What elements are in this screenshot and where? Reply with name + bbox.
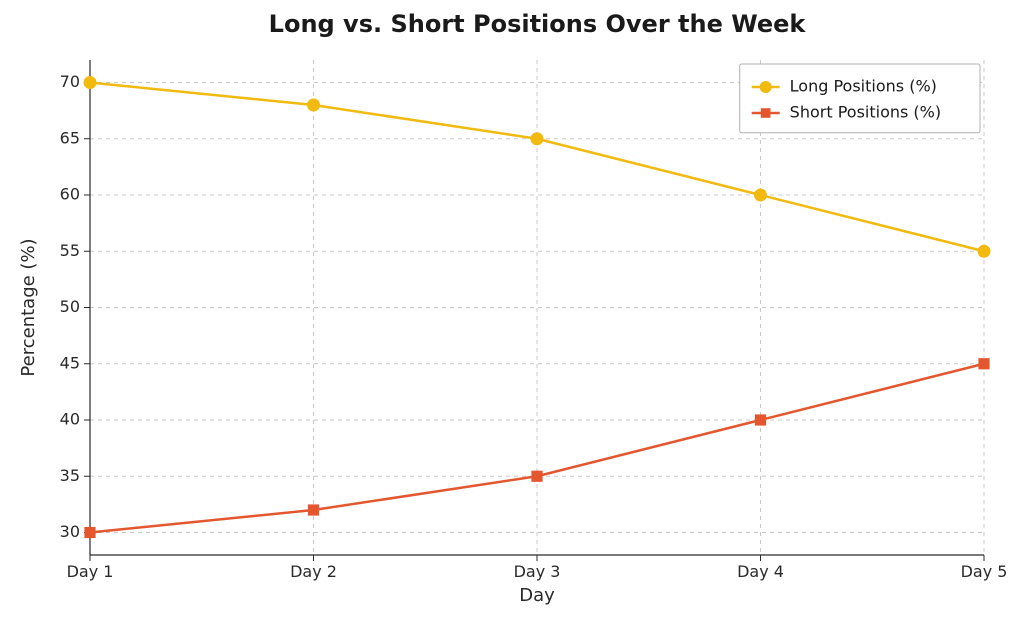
y-axis-label: Percentage (%) [18, 238, 39, 376]
legend-label: Short Positions (%) [790, 103, 941, 122]
legend-label: Long Positions (%) [790, 77, 937, 96]
y-tick-label: 45 [60, 353, 80, 372]
series-marker [84, 77, 96, 89]
y-tick-label: 40 [60, 410, 80, 429]
chart-container: 30 35 40 45 50 55 60 65 70 Day 1 Day 2 Day 3 Day 4 Da… [0, 0, 1024, 635]
series-marker [532, 471, 542, 481]
series-marker [531, 133, 543, 145]
series-marker [308, 505, 318, 515]
y-tick-label: 60 [60, 185, 80, 204]
x-tick-label: Day 5 [961, 562, 1008, 581]
chart-title: Long vs. Short Positions Over the Week [269, 10, 807, 38]
legend-box [740, 64, 980, 133]
x-axis-label: Day [519, 585, 555, 606]
line-chart: 30 35 40 45 50 55 60 65 70 Day 1 Day 2 Day 3 Day 4 Da… [0, 0, 1024, 635]
y-tick-label: 55 [60, 241, 80, 260]
series-marker [755, 415, 765, 425]
x-tick-label: Day 3 [514, 562, 561, 581]
legend: Long Positions (%) Short Positions (%) [740, 64, 980, 133]
x-tick-label: Day 4 [737, 562, 784, 581]
series-marker [308, 99, 320, 111]
y-tick-label: 30 [60, 522, 80, 541]
series-marker [755, 189, 767, 201]
x-tick-label: Day 1 [67, 562, 114, 581]
series-marker [85, 527, 95, 537]
series-marker [979, 359, 989, 369]
y-tick-label: 70 [60, 72, 80, 91]
y-tick-label: 35 [60, 466, 80, 485]
y-tick-label: 50 [60, 297, 80, 316]
y-tick-label: 65 [60, 128, 80, 147]
x-tick-label: Day 2 [290, 562, 337, 581]
series-marker [978, 245, 990, 257]
